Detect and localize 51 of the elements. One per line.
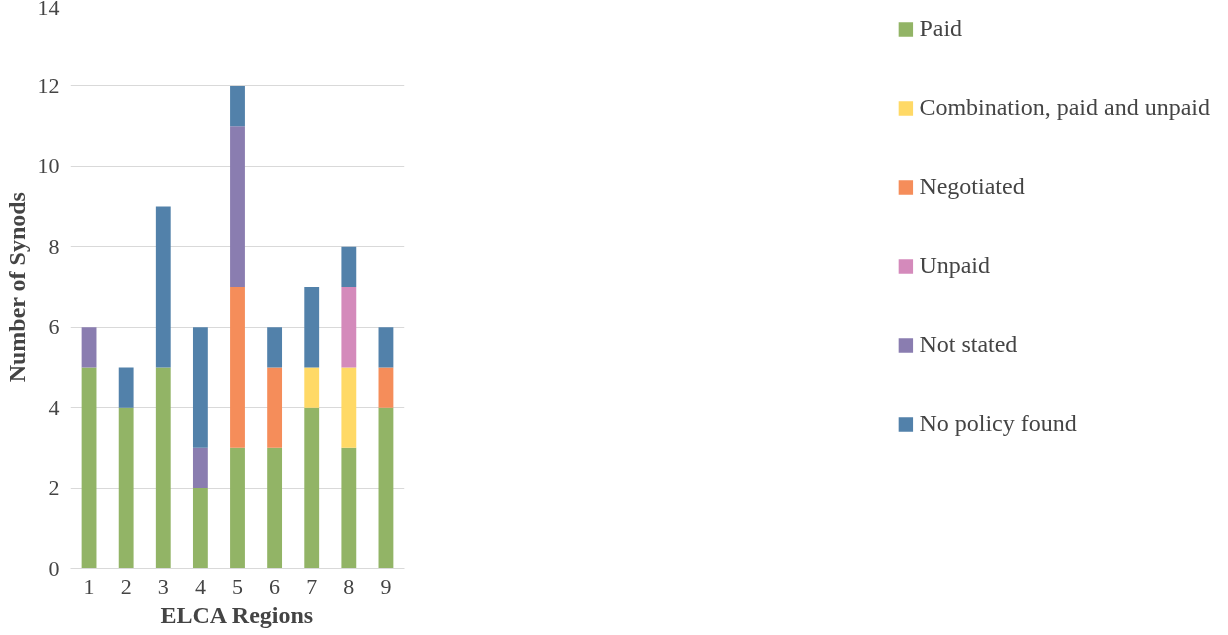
bar: [118, 367, 134, 408]
y-tick-label: 6: [48, 314, 60, 340]
legend-label: Unpaid: [919, 252, 991, 279]
bar: [155, 367, 171, 569]
x-tick-label: 8: [343, 573, 355, 599]
bar: [230, 126, 245, 287]
bar: [304, 287, 320, 368]
bar: [267, 367, 283, 448]
bar: [267, 447, 283, 569]
legend-label: Negotiated: [919, 173, 1025, 200]
bar: [304, 407, 320, 569]
y-tick-label: 2: [48, 475, 60, 501]
y-tick-label: 14: [37, 0, 60, 20]
legend-label: Not stated: [919, 331, 1018, 358]
y-axis-title: Number of Synods: [3, 192, 30, 383]
x-tick-label: 2: [120, 573, 132, 599]
bar: [230, 85, 245, 127]
legend-label: Paid: [919, 15, 963, 42]
bar: [341, 367, 357, 448]
bar: [267, 327, 283, 368]
bar: [341, 447, 357, 569]
bar: [341, 246, 357, 287]
x-tick-label: 3: [157, 573, 169, 599]
bar: [192, 447, 208, 489]
bar: [378, 407, 394, 569]
x-tick-label: 6: [269, 573, 281, 599]
bar: [378, 367, 394, 408]
legend-label: No policy found: [919, 410, 1077, 437]
bar: [192, 327, 208, 448]
bar: [81, 367, 97, 569]
x-axis-title: ELCA Regions: [160, 601, 314, 628]
y-tick-label: 0: [48, 555, 60, 581]
bar: [230, 287, 245, 448]
x-tick-label: 9: [380, 573, 392, 599]
bar: [118, 407, 134, 569]
y-tick-label: 8: [48, 233, 60, 259]
y-tick-label: 10: [37, 153, 60, 179]
x-tick-label: 4: [194, 573, 206, 599]
bar: [81, 327, 97, 368]
bar: [155, 206, 171, 368]
bar: [192, 488, 208, 569]
x-tick-label: 1: [83, 573, 95, 599]
x-tick-label: 7: [306, 573, 318, 599]
y-tick-label: 12: [37, 72, 60, 98]
y-tick-label: 4: [48, 394, 60, 420]
legend-label: Combination, paid and unpaid: [919, 94, 1210, 121]
bar: [304, 367, 320, 408]
bar: [230, 447, 245, 569]
bar: [341, 287, 357, 368]
x-tick-label: 5: [232, 573, 243, 599]
bar: [378, 327, 394, 368]
